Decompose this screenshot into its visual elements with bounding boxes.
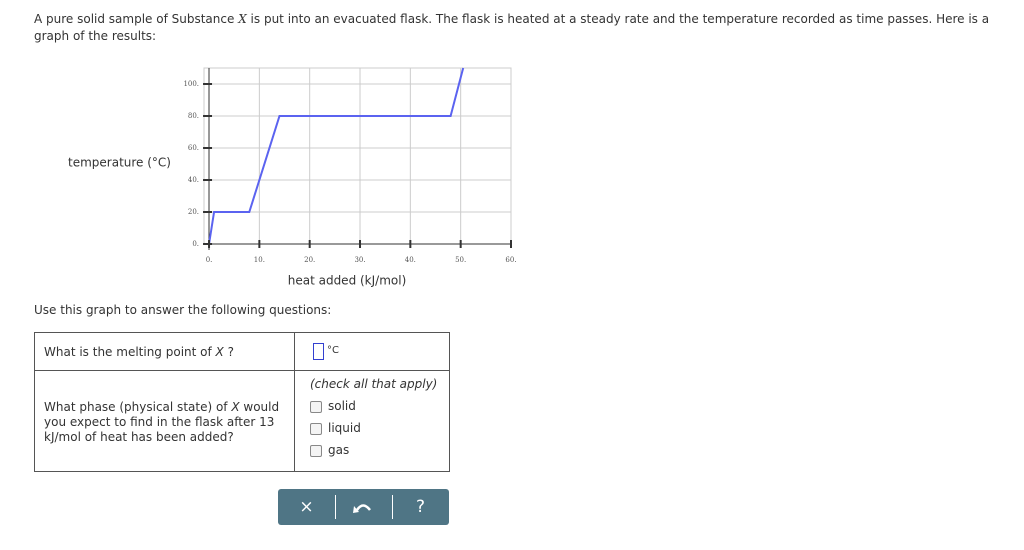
x-tick-label: 30.	[354, 256, 365, 264]
clear-button[interactable]: ×	[299, 497, 314, 517]
y-tick-label: 80.	[188, 112, 199, 120]
help-button[interactable]: ?	[415, 497, 426, 517]
y-tick-label: 20.	[188, 208, 199, 216]
question-text: What is the melting point of	[44, 345, 216, 359]
undo-icon	[355, 504, 371, 511]
x-tick-label: 50.	[455, 256, 466, 264]
hint: (check all that apply)	[310, 377, 438, 391]
variable: X	[238, 12, 247, 26]
unit: °C	[327, 345, 339, 356]
undo-button[interactable]	[335, 489, 392, 525]
option[interactable]: solid	[310, 399, 356, 413]
checkbox[interactable]	[310, 444, 322, 457]
plot-area	[203, 67, 512, 245]
separator	[392, 495, 393, 519]
x-tick-label: 40.	[405, 256, 416, 264]
intro-text: is put into an evacuated flask. The flas…	[34, 12, 990, 43]
y-tick-label: 100.	[183, 80, 199, 88]
intro: A pure solid sample of Substance X is pu…	[34, 11, 1009, 45]
option[interactable]: liquid	[310, 421, 361, 435]
row-divider	[35, 370, 449, 371]
button-bar: × ?	[278, 489, 449, 525]
x-tick-label: 0.	[206, 256, 213, 264]
option-label: gas	[328, 443, 350, 457]
y-tick-label: 60.	[188, 144, 199, 152]
question: What phase (physical state) of X would y…	[44, 400, 289, 445]
checkbox[interactable]	[310, 400, 322, 413]
y-tick-label: 0.	[192, 240, 199, 248]
question-text: would you expect to find in the flask af…	[44, 400, 280, 444]
chart: temperature (°C) heat added (kJ/mol) 0. 1…	[68, 67, 517, 288]
question: What is the melting point of X ?	[44, 345, 234, 359]
instruction: Use this graph to answer the following q…	[34, 303, 332, 317]
separator	[335, 495, 336, 519]
variable: X	[231, 400, 240, 414]
variable: X	[215, 345, 224, 359]
x-tick-label: 60.	[505, 256, 516, 264]
option-label: liquid	[328, 421, 361, 435]
series-line	[208, 67, 465, 245]
question-text: What phase (physical state) of	[44, 400, 232, 414]
y-axis-label: temperature (°C)	[68, 156, 171, 170]
x-tick-label: 10.	[254, 256, 265, 264]
x-axis-label: heat added (kJ/mol)	[288, 274, 407, 288]
question-text: ?	[223, 345, 234, 359]
question-table: What is the melting point of X ? °C What…	[34, 332, 450, 472]
option[interactable]: gas	[310, 443, 349, 457]
answer-input[interactable]	[313, 343, 324, 360]
column-divider	[294, 333, 295, 471]
option-label: solid	[328, 399, 356, 413]
checkbox[interactable]	[310, 422, 322, 435]
intro-text: A pure solid sample of Substance	[34, 12, 239, 26]
x-tick-label: 20.	[304, 256, 315, 264]
undo-icon	[353, 506, 359, 513]
y-tick-label: 40.	[188, 176, 199, 184]
